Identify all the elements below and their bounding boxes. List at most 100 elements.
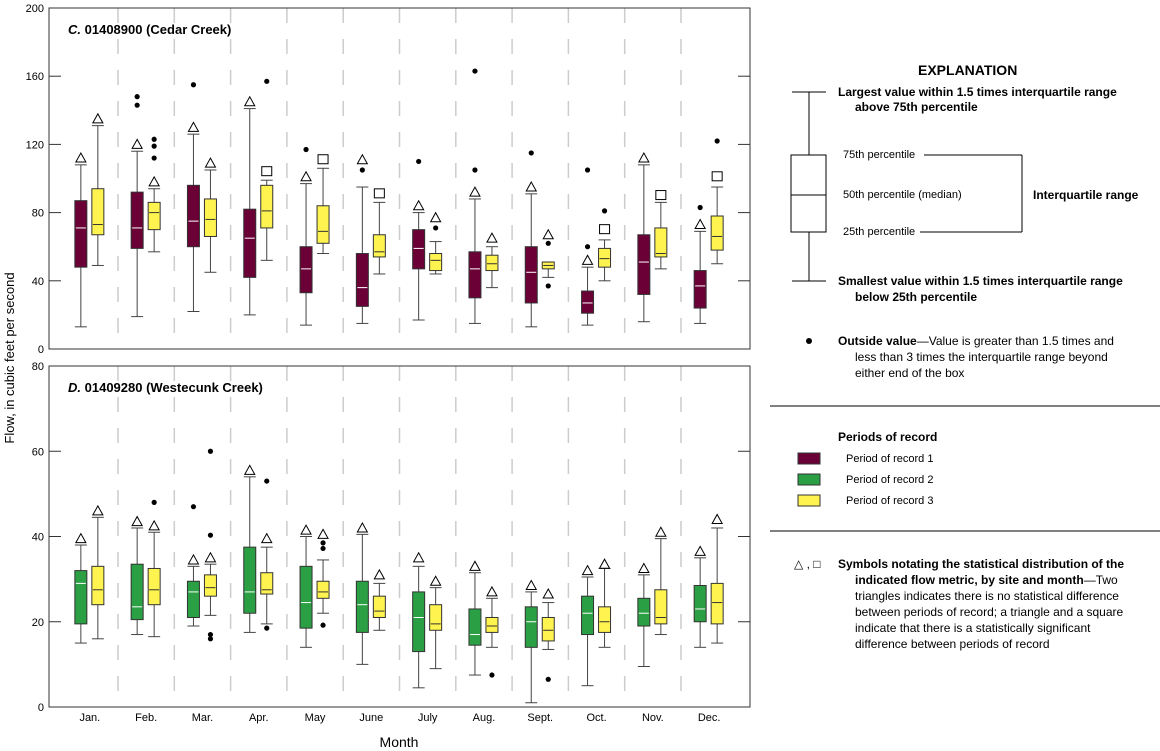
box-period1-dec xyxy=(693,204,707,324)
iqr-label: Interquartile range xyxy=(1033,188,1139,202)
triangle-symbol xyxy=(260,532,273,544)
outlier-point xyxy=(207,631,214,638)
iqr-box xyxy=(316,580,330,599)
iqr-box xyxy=(468,608,482,646)
iqr-box xyxy=(260,184,274,229)
box-period1-oct xyxy=(581,167,595,326)
triangle-symbol xyxy=(694,218,706,230)
triangle-symbol xyxy=(300,170,312,182)
iqr-box xyxy=(372,595,386,618)
box-period2-dec xyxy=(693,545,707,648)
x-tick-label: Sept. xyxy=(527,712,553,724)
symbols-text-6: difference between periods of record xyxy=(855,637,1050,651)
upper-whisker-label: Largest value within 1.5 times interquar… xyxy=(838,85,1117,99)
triangle-symbol xyxy=(655,526,667,537)
explanation-box xyxy=(790,154,827,233)
iqr-box xyxy=(299,565,313,629)
iqr-box xyxy=(710,215,724,251)
symbols-text-4: between periods of record; a triangle an… xyxy=(855,605,1124,619)
box-period2-mar xyxy=(186,504,200,627)
outlier-point xyxy=(359,167,365,173)
legend-label-period-3: Period of record 3 xyxy=(846,495,934,507)
legend-label-period-2: Period of record 2 xyxy=(846,474,934,486)
outlier-point xyxy=(545,240,551,246)
triangle-symbol xyxy=(581,254,594,265)
square-symbol xyxy=(655,190,667,201)
iqr-box xyxy=(147,567,161,606)
p25-label: 25th percentile xyxy=(843,226,916,238)
outlier-point xyxy=(320,622,326,628)
outlier-point xyxy=(472,68,478,74)
triangle-symbol xyxy=(598,558,611,569)
outlier-point xyxy=(264,625,270,631)
iqr-box xyxy=(260,572,274,595)
iqr-box xyxy=(485,616,499,633)
iqr-box xyxy=(598,606,612,633)
symbols-bold-2: indicated flow metric, by site and month xyxy=(855,573,1084,587)
outlier-point xyxy=(207,636,214,642)
triangle-symbol xyxy=(429,211,442,223)
y-tick-label: 160 xyxy=(26,71,44,83)
iqr-box xyxy=(130,563,144,621)
x-axis-label: Month xyxy=(380,734,419,750)
box-period3-apr xyxy=(260,478,274,631)
iqr-box xyxy=(524,246,538,304)
iqr-box xyxy=(654,227,668,258)
outlier-point xyxy=(584,167,591,173)
iqr-box xyxy=(372,234,386,258)
iqr-box xyxy=(485,254,499,272)
box-period3-july xyxy=(429,575,443,670)
outside-value-term: Outside value xyxy=(838,334,917,348)
box-period2-july xyxy=(412,551,426,689)
legend-swatch-period-3 xyxy=(797,494,821,507)
triangle-symbol xyxy=(131,138,143,149)
outside-value-text-3: either end of the box xyxy=(855,366,965,380)
triangle-symbol xyxy=(243,464,256,475)
box-period3-sept xyxy=(541,228,555,289)
outlier-point xyxy=(190,504,197,510)
outside-value-text-2: less than 3 times the interquartile rang… xyxy=(855,350,1108,364)
panel-title: C. 01408900 (Cedar Creek) xyxy=(68,22,231,37)
panel-title-text: 01408900 (Cedar Creek) xyxy=(85,22,232,37)
legend-swatch-period-1 xyxy=(797,452,821,465)
box-period3-mar xyxy=(203,157,217,273)
symbols-text-3: triangles indicates there is no statisti… xyxy=(855,589,1119,603)
panel-title-prefix: D. xyxy=(68,380,85,395)
box-period3-jan xyxy=(91,504,105,640)
iqr-box xyxy=(299,246,313,294)
triangle-symbol xyxy=(148,175,160,187)
triangle-symbol xyxy=(187,121,200,132)
box-period2-may xyxy=(299,524,313,648)
outlier-point xyxy=(528,150,534,156)
triangle-symbol xyxy=(486,232,498,243)
y-tick-label: 80 xyxy=(32,208,44,220)
triangle-symbol xyxy=(525,579,538,591)
box-period3-oct xyxy=(598,208,612,282)
panel-title: D. 01409280 (Westecunk Creek) xyxy=(68,380,263,395)
iqr-box xyxy=(598,247,612,268)
x-tick-label: May xyxy=(305,712,326,724)
p75-label: 75th percentile xyxy=(843,149,916,161)
box-period3-feb xyxy=(147,136,161,253)
outlier-point xyxy=(151,155,157,161)
iqr-box xyxy=(243,546,257,614)
box-period3-jan xyxy=(91,112,105,266)
box-period1-jan xyxy=(74,152,88,328)
iqr-box xyxy=(654,589,668,625)
outlier-point xyxy=(601,208,608,214)
square-symbol xyxy=(599,224,611,235)
x-tick-label: July xyxy=(418,712,438,724)
box-period2-oct xyxy=(581,564,595,687)
explanation-title: EXPLANATION xyxy=(918,62,1018,78)
iqr-box xyxy=(91,188,105,236)
triangle-symbol xyxy=(187,553,200,565)
y-tick-label: 200 xyxy=(26,3,44,15)
iqr-box xyxy=(693,585,707,623)
outlier-point xyxy=(320,545,326,552)
box-period2-june xyxy=(355,521,369,665)
box-period3-mar xyxy=(203,448,217,642)
box-period2-aug xyxy=(468,560,482,676)
iqr-box xyxy=(74,570,88,625)
panel-title-prefix: C. xyxy=(68,22,85,37)
triangle-symbol xyxy=(429,575,442,586)
